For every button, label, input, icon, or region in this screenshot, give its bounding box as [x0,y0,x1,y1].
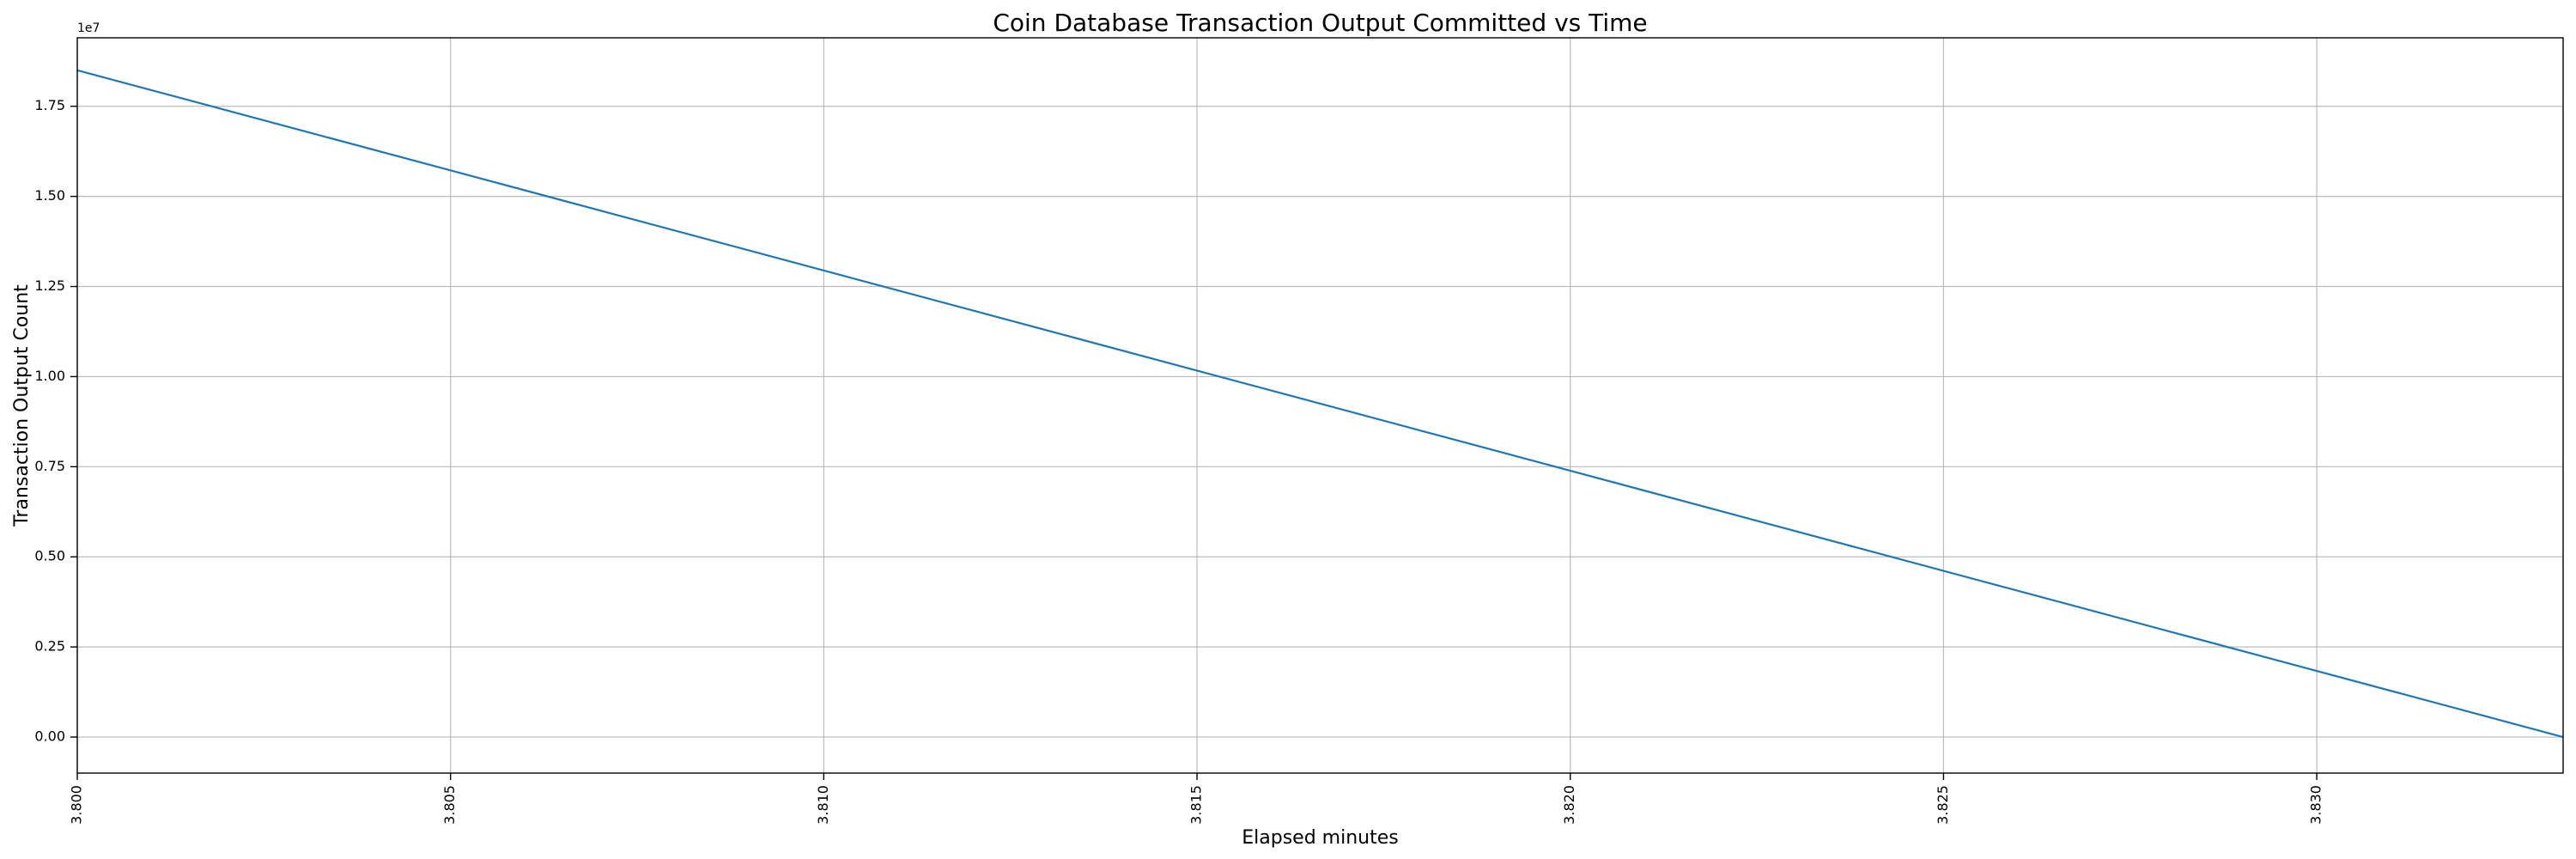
x-tick-label: 3.825 [1935,785,1951,825]
x-tick-label: 3.820 [1561,785,1577,825]
chart-title: Coin Database Transaction Output Committ… [993,9,1647,37]
y-tick-label: 1.75 [34,97,65,113]
y-tick-label: 0.75 [34,458,65,474]
y-tick-label: 0.00 [34,728,65,745]
x-tick-label: 3.810 [815,785,831,825]
grid-layer [76,38,2563,773]
ticks-layer: 3.800 3.805 3.810 3.815 3.820 3.825 3.830 0.00 0… [34,97,2324,825]
x-tick-label: 3.830 [2308,785,2324,825]
series-line [76,69,2564,739]
plot-frame [76,37,2564,774]
y-axis-offset-label: 1e7 [77,21,100,35]
y-tick-label: 1.50 [34,187,65,204]
y-axis-label: Transaction Output Count [11,284,33,527]
y-tick-label: 0.25 [34,638,65,655]
x-axis-label: Elapsed minutes [1242,827,1398,849]
x-tick-label: 3.815 [1188,785,1205,825]
x-tick-label: 3.805 [441,785,458,825]
y-tick-label: 0.50 [34,548,65,564]
y-tick-label: 1.00 [34,368,65,384]
y-tick-label: 1.25 [34,277,65,294]
x-tick-label: 3.800 [69,785,85,825]
series-layer [76,69,2564,739]
